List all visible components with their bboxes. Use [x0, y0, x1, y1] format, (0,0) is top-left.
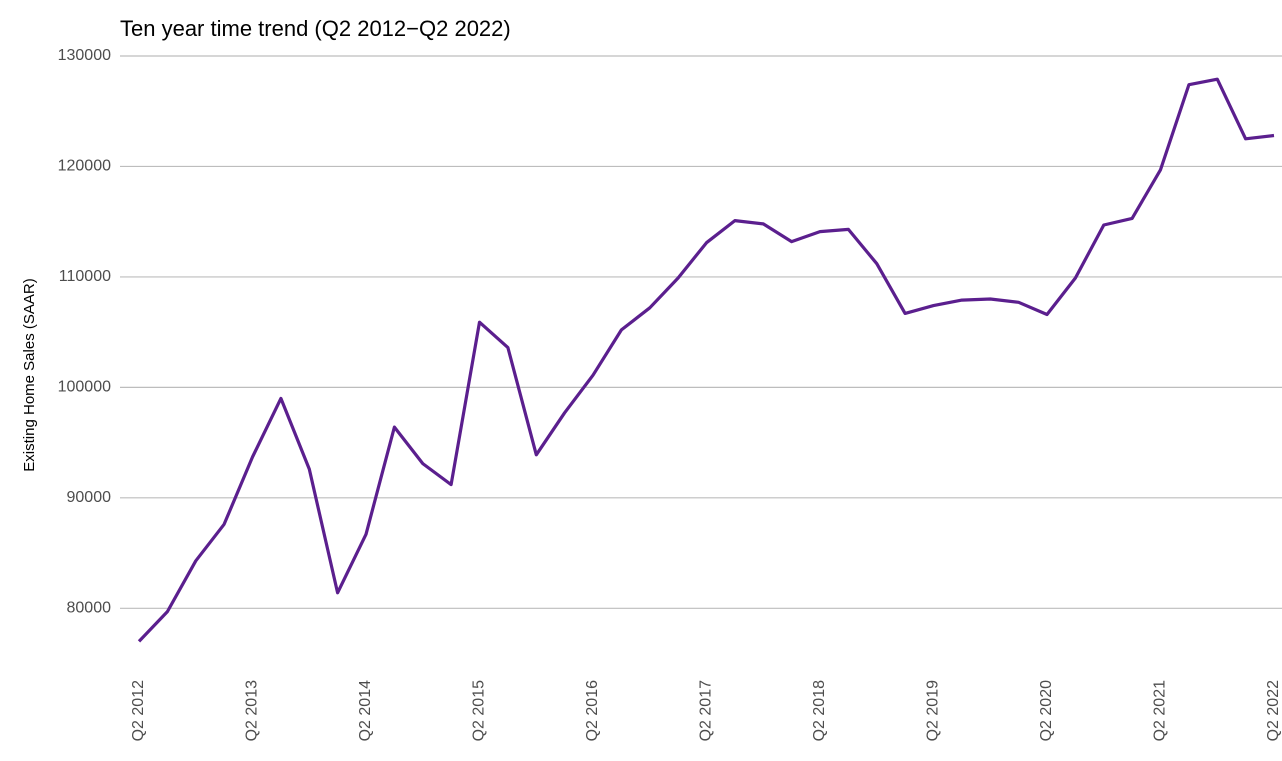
y-tick-label: 80000: [67, 600, 112, 617]
y-tick-label: 110000: [59, 268, 111, 285]
y-axis-title: Existing Home Sales (SAAR): [21, 278, 38, 471]
y-tick-label: 120000: [58, 158, 111, 175]
x-tick-label: Q2 2016: [584, 680, 601, 741]
x-tick-label: Q2 2014: [357, 680, 374, 741]
x-tick-label: Q2 2018: [811, 680, 828, 741]
y-tick-label: 90000: [67, 489, 112, 506]
chart-title: Ten year time trend (Q2 2012−Q2 2022): [120, 16, 511, 41]
x-tick-label: Q2 2022: [1265, 680, 1282, 741]
x-tick-label: Q2 2017: [698, 680, 715, 741]
y-tick-label: 130000: [58, 47, 111, 64]
data-line: [137, 77, 1275, 643]
x-tick-label: Q2 2020: [1038, 680, 1055, 741]
x-tick-label: Q2 2015: [471, 680, 488, 741]
x-tick-label: Q2 2013: [244, 680, 261, 741]
y-tick-label: 100000: [58, 379, 111, 396]
x-tick-label: Q2 2012: [130, 680, 147, 741]
x-tick-label: Q2 2021: [1152, 680, 1169, 741]
x-tick-label: Q2 2019: [925, 680, 942, 741]
